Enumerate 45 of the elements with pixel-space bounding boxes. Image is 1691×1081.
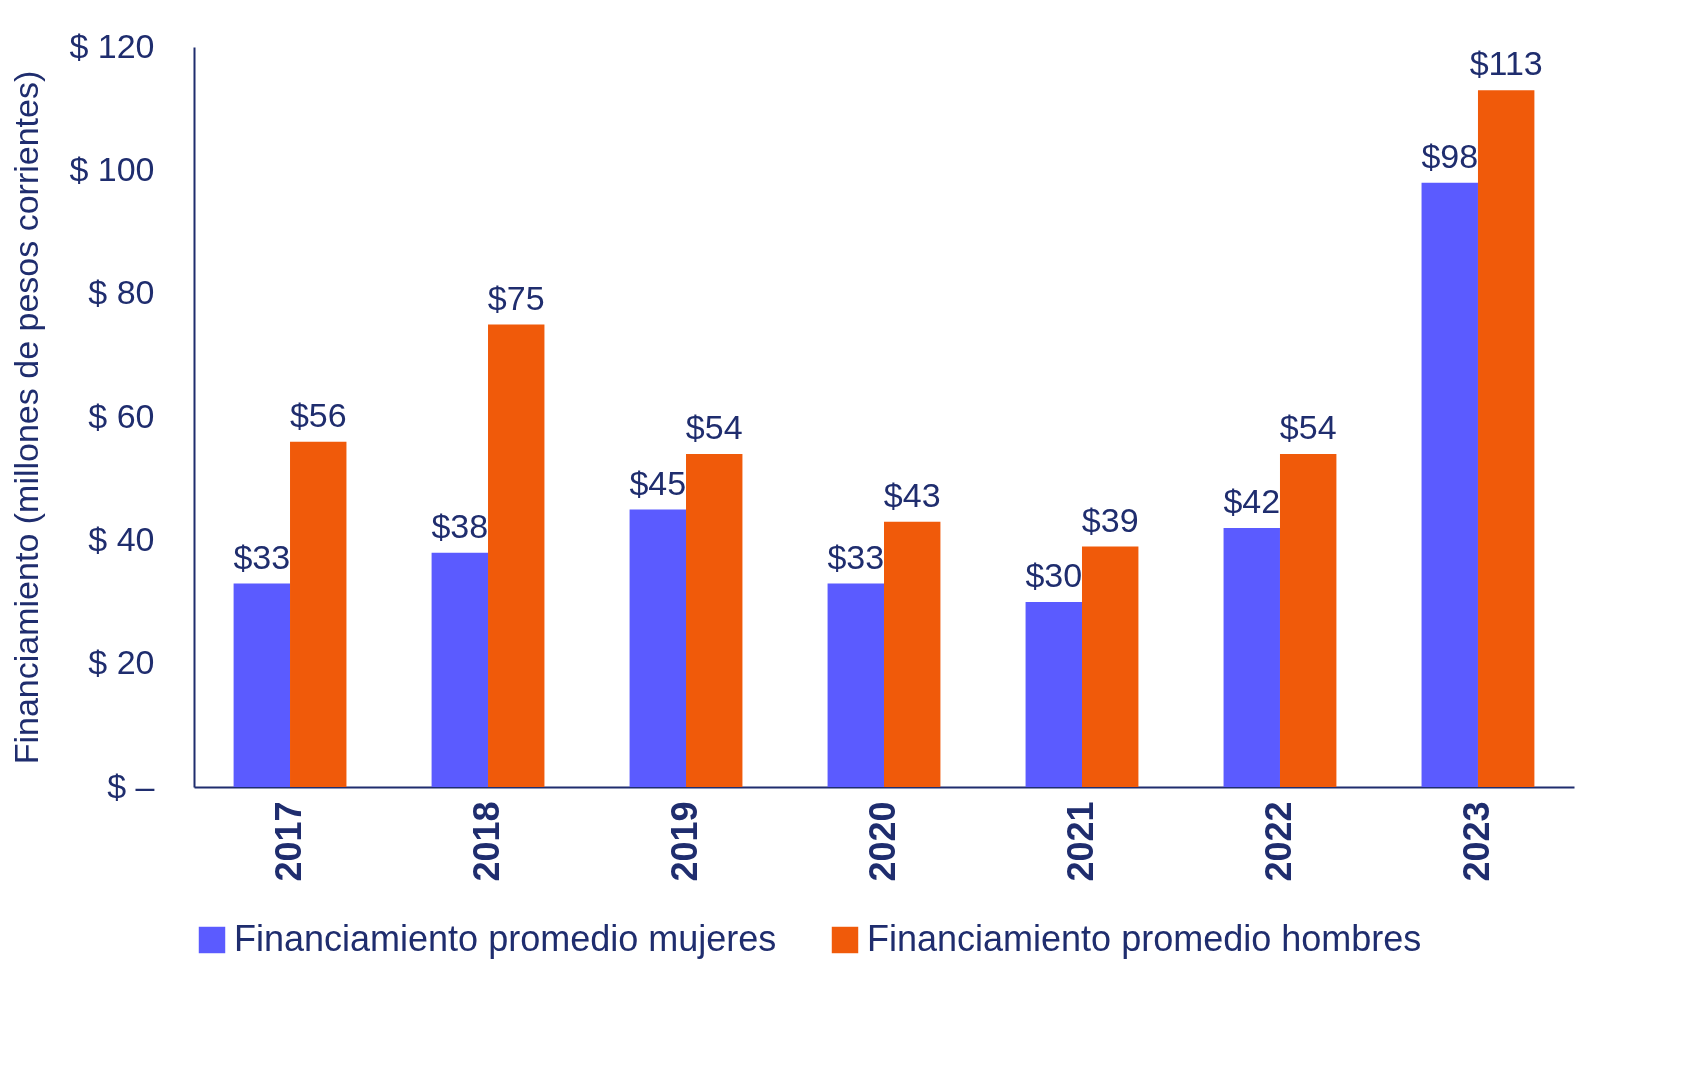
bar xyxy=(290,441,347,787)
bar xyxy=(1223,528,1280,787)
x-tick-label: 2020 xyxy=(862,801,903,882)
data-label: $98 xyxy=(1421,136,1479,175)
x-tick-label: 2023 xyxy=(1455,801,1497,882)
data-label: $54 xyxy=(1279,408,1337,446)
data-label: $43 xyxy=(883,475,941,514)
data-label: $75 xyxy=(487,278,545,317)
legend-label: Financiamiento promedio hombres xyxy=(867,918,1422,959)
bar xyxy=(1421,182,1478,787)
data-label: $39 xyxy=(1081,500,1139,539)
data-label: $113 xyxy=(1469,44,1543,83)
x-tick-label: 2017 xyxy=(268,801,310,882)
y-axis-title: Financiamiento (millones de pesos corrientes) xyxy=(7,70,46,765)
data-label: $56 xyxy=(289,395,347,434)
x-tick-label: 2021 xyxy=(1059,801,1101,882)
bar xyxy=(233,583,291,787)
legend-label: Financiamiento promedio mujeres xyxy=(234,918,777,959)
y-tick-label: $ 20 xyxy=(88,643,155,682)
bar xyxy=(629,509,687,787)
bar xyxy=(1081,546,1139,787)
data-label: $45 xyxy=(629,463,687,502)
y-tick-label: $ 40 xyxy=(88,519,155,558)
y-tick-label: $ 60 xyxy=(88,396,155,435)
bar xyxy=(884,521,941,787)
bar xyxy=(686,454,743,787)
bar xyxy=(827,583,884,787)
x-tick-label: 2019 xyxy=(664,801,706,882)
data-label: $33 xyxy=(827,537,885,576)
bar xyxy=(1279,454,1337,787)
data-label: $38 xyxy=(431,506,489,545)
bar xyxy=(1025,602,1082,787)
y-tick-label: $ 120 xyxy=(69,26,155,65)
x-tick-label: 2018 xyxy=(466,801,508,882)
y-tick-label: $ 100 xyxy=(69,149,155,188)
bar xyxy=(488,324,545,787)
y-tick-label: $ – xyxy=(107,766,155,805)
bar xyxy=(1477,90,1535,787)
x-tick-label: 2022 xyxy=(1257,801,1299,882)
data-label: $30 xyxy=(1025,556,1083,594)
data-label: $54 xyxy=(685,408,743,446)
bar xyxy=(431,552,489,787)
data-label: $42 xyxy=(1223,482,1281,520)
y-tick-label: $ 80 xyxy=(88,273,155,312)
data-label: $33 xyxy=(233,537,291,576)
